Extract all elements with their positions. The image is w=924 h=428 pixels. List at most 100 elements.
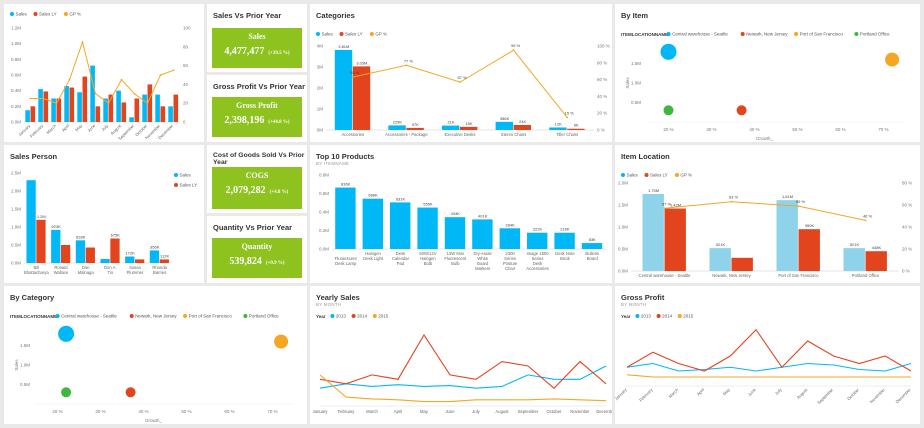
cogs-vs-prior-year-tile[interactable]: Cost of Goods Sold Vs Prior Year COGS 2,… — [207, 145, 307, 213]
tile-title: Cost of Goods Sold Vs Prior Year — [213, 152, 305, 166]
data-label: 229K — [393, 119, 403, 124]
y-axis-title: Sales — [625, 77, 630, 89]
kpi-change: (+44.8 %) — [268, 120, 290, 125]
x-tick-label: Desk Calendar Pad — [392, 251, 410, 266]
x-tick-label: April — [394, 409, 402, 414]
y-tick-label: 20 % — [902, 247, 912, 252]
sales-vs-prior-year-tile[interactable]: Sales Vs Prior Year Sales 4,477,477 (+39.… — [207, 4, 307, 72]
legend-marker — [740, 32, 745, 36]
bar — [125, 256, 135, 263]
data-label: 222K — [533, 227, 543, 232]
series-line-2014 — [626, 328, 912, 372]
data-label: 46 % — [863, 213, 873, 218]
x-tick-label: February — [29, 123, 45, 139]
legend-marker — [656, 314, 661, 318]
by-category-tile[interactable]: By Category ITEMLOCATIONNAME Central ware… — [4, 286, 307, 424]
line-point — [351, 76, 354, 78]
y-tick-label: 60 % — [902, 203, 912, 208]
by-item-tile[interactable]: By Item ITEMLOCATIONNAME Central warehous… — [615, 4, 920, 142]
x-tick-label: September — [518, 409, 539, 414]
bar — [77, 92, 82, 122]
y-tick-label: 1M — [317, 107, 324, 112]
bar — [472, 219, 493, 249]
bar — [69, 87, 75, 122]
y-tick-label: 1.0M — [11, 225, 21, 230]
x-tick-label: February — [638, 387, 654, 403]
y-tick-label: 2.5M — [11, 171, 21, 176]
gross-profit-tile[interactable]: Gross Profit BY MONTH Year 2013 2014 2015 Ja… — [615, 286, 920, 424]
top10-products-tile[interactable]: Top 10 Products BY ITEMNAME 0.0M 0.2M 0.4M… — [310, 145, 612, 283]
x-tick-label: Executive Desks — [445, 132, 476, 137]
kpi-change: (+39.5 %) — [268, 51, 290, 56]
bar — [129, 117, 134, 122]
data-label: 521K — [850, 242, 860, 247]
y-tick-label: 1.5M — [20, 343, 30, 348]
bar — [513, 124, 531, 130]
kpi-name: Gross Profit — [236, 101, 278, 110]
y-tick-label: 1.0M — [20, 363, 30, 368]
item-location-tile[interactable]: Item Location Sales Sales LY GP % 0.0M 0.5M 1… — [615, 145, 920, 283]
y-tick-label: 100 % — [597, 44, 610, 49]
x-tick-label: November — [869, 387, 887, 405]
data-label: 77 % — [404, 58, 414, 63]
x-tick-label: Port of San Francisco — [778, 273, 819, 278]
line-point — [120, 78, 123, 81]
x-tick-label: December — [596, 409, 612, 414]
x-tick-label: Don A. Tio — [104, 265, 117, 275]
series-line-gp — [30, 40, 174, 104]
scatter-point — [274, 334, 289, 349]
legend-label: Central warehouse - Seattle — [61, 314, 117, 319]
x-tick-label: 60 % — [835, 127, 845, 132]
y-tick-label: 0.0M — [11, 120, 21, 125]
legend-title: ITEMLOCATIONNAME — [10, 314, 57, 319]
x-tick-label: May — [420, 409, 429, 414]
data-label: 57 % — [662, 201, 672, 206]
legend-label: Central warehouse - Seattle — [672, 32, 728, 37]
monthly-sales-tile[interactable]: Sales Sales LY GP % 0.0M 0.2M 0.4M 0.6M 0.8M 1.0… — [4, 4, 204, 142]
x-tick-label: July — [774, 387, 783, 396]
series-line-2013 — [319, 365, 607, 389]
x-tick-label: October — [846, 387, 860, 401]
data-label: 284K — [505, 222, 515, 227]
qty-vs-prior-year-tile[interactable]: Quantity Vs Prior Year Quantity 539,824(… — [207, 216, 307, 283]
bar — [335, 187, 356, 249]
bar — [173, 94, 179, 122]
x-tick-label: 50 % — [181, 409, 191, 414]
categories-tile[interactable]: Categories Sales Sales LY GP % 0M 1M 2M 3M 4M 0 … — [310, 4, 612, 142]
bar — [865, 251, 887, 271]
bar — [147, 84, 153, 122]
line-point — [133, 92, 136, 95]
tile-title: Sales Vs Prior Year — [213, 11, 282, 20]
kpi-value: 2,398,196 — [224, 115, 265, 126]
bar — [121, 102, 127, 122]
sales-person-tile[interactable]: Sales Person Sales Sales LY 0.0M 0.5M 1.0M 1.… — [4, 145, 204, 283]
data-label: 923K — [51, 224, 61, 229]
x-tick-label: 20 % — [663, 127, 673, 132]
y-tick-label: 40 — [183, 82, 189, 87]
bar — [25, 110, 30, 122]
x-tick-label: 50W/12V Halogen Bulb — [419, 251, 436, 266]
data-label: 6K — [574, 123, 579, 128]
data-label: 63 % — [729, 195, 739, 200]
x-tick-label: Portland Office — [852, 273, 880, 278]
bar — [334, 49, 353, 130]
kpi-value: 4,477,477 — [224, 46, 265, 57]
bar — [110, 238, 120, 263]
y-tick-label: 1.0M — [618, 225, 628, 230]
gp-vs-prior-year-tile[interactable]: Gross Profit Vs Prior Year Gross Profit … — [207, 75, 307, 142]
y-tick-label: 0.8M — [11, 57, 21, 62]
bar — [51, 229, 61, 263]
y-tick-label: 0.6M — [319, 191, 329, 196]
yearly-sales-tile[interactable]: Yearly Sales BY MONTH Year 2013 2014 2015 Ja… — [310, 286, 612, 424]
series-line-2015 — [319, 374, 607, 403]
bar — [51, 98, 56, 122]
legend-label: GP % — [69, 12, 81, 17]
x-axis-title: Growth_ — [756, 136, 774, 141]
legend-marker — [339, 32, 344, 36]
y-tick-label: 2M — [317, 86, 324, 91]
tile-title: Yearly Sales — [316, 293, 360, 302]
series-line-gp — [664, 201, 866, 221]
data-label: 97K — [412, 122, 419, 127]
y-tick-label: 1.5M — [618, 203, 628, 208]
y-tick-label: 40 % — [597, 94, 607, 99]
